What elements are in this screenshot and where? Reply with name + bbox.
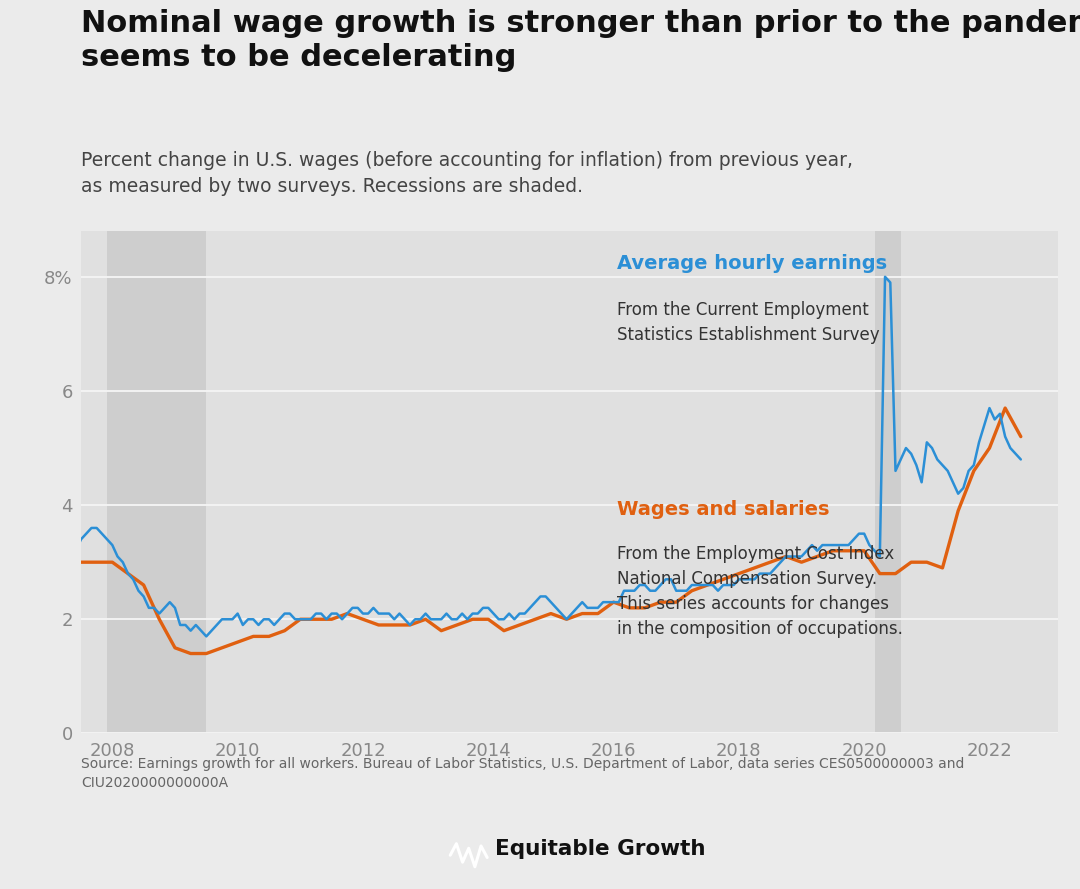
Text: From the Employment Cost Index
National Compensation Survey.
This series account: From the Employment Cost Index National … [617, 545, 903, 638]
Text: Average hourly earnings: Average hourly earnings [617, 253, 887, 273]
Bar [875, 231, 901, 733]
Text: Source: Earnings growth for all workers. Bureau of Labor Statistics, U.S. Depart: Source: Earnings growth for all workers.… [81, 757, 964, 789]
Text: From the Current Employment
Statistics Establishment Survey: From the Current Employment Statistics E… [617, 301, 879, 344]
Text: Wages and salaries: Wages and salaries [617, 500, 829, 519]
Bar [107, 231, 206, 733]
Text: Nominal wage growth is stronger than prior to the pandemic, but
seems to be dece: Nominal wage growth is stronger than pri… [81, 9, 1080, 72]
Text: Percent change in U.S. wages (before accounting for inflation) from previous yea: Percent change in U.S. wages (before acc… [81, 151, 853, 196]
Text: Equitable Growth: Equitable Growth [495, 839, 705, 859]
